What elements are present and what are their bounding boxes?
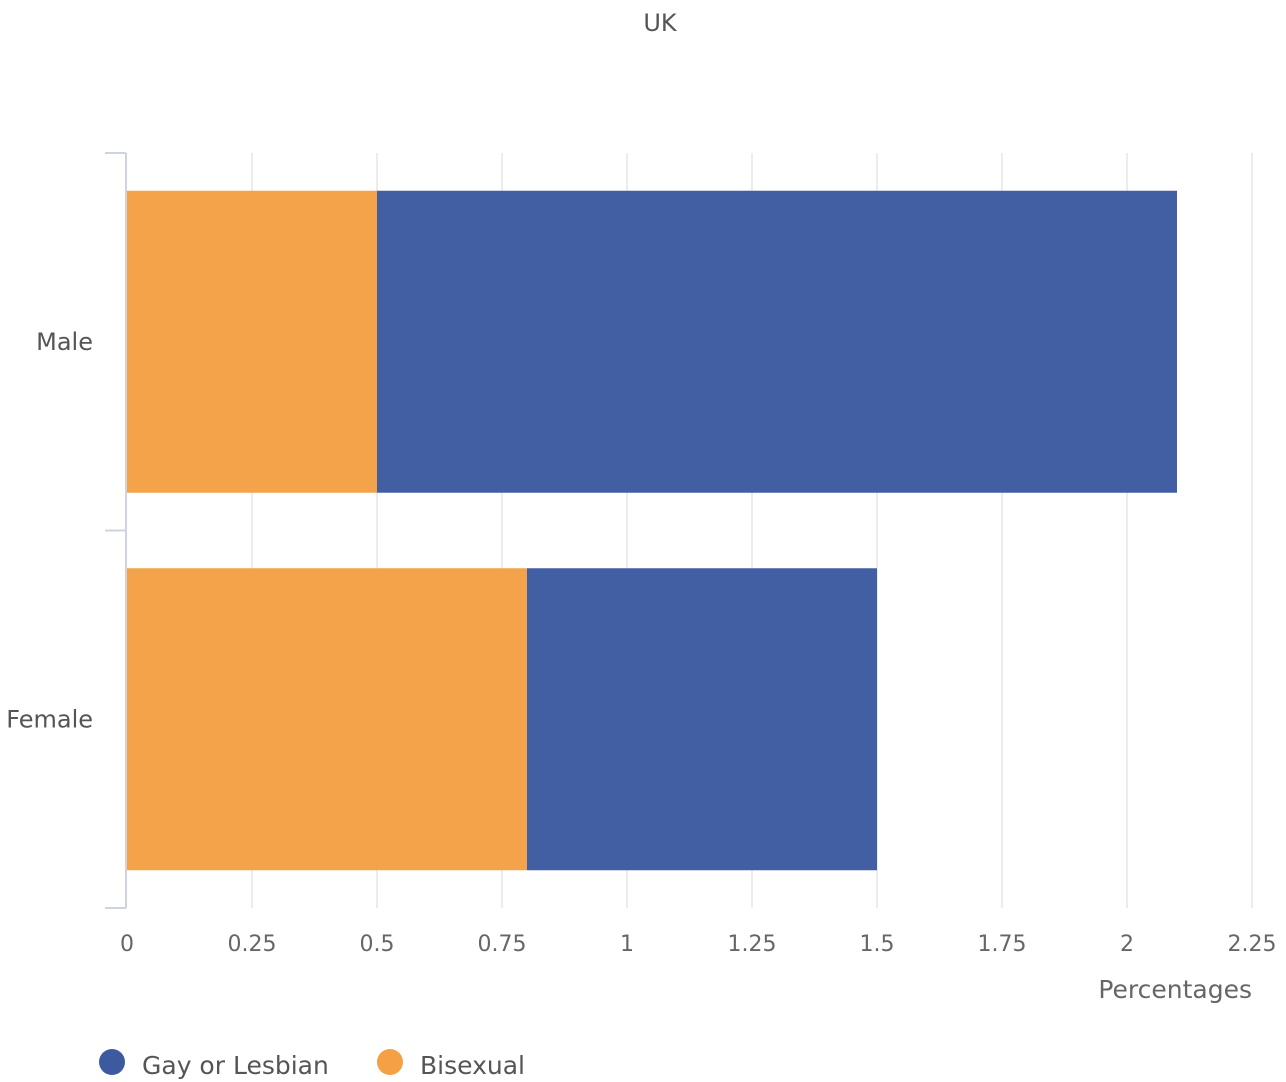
bars — [127, 190, 1177, 871]
category-labels: Male Female — [6, 328, 93, 734]
bar-gay-or-lesbian-female — [527, 568, 877, 871]
x-tick-label: 0.5 — [360, 932, 395, 957]
y-axis — [105, 152, 127, 909]
legend-swatch — [377, 1049, 403, 1075]
x-axis-title: Percentages — [1098, 975, 1252, 1004]
bar-bisexual-female — [127, 568, 527, 871]
category-label: Female — [6, 705, 93, 733]
legend-label: Bisexual — [420, 1051, 525, 1080]
legend-item[interactable]: Bisexual — [377, 1049, 525, 1080]
bar-bisexual-male — [127, 190, 377, 493]
x-tick-label: 0 — [120, 932, 134, 957]
bar-gay-or-lesbian-male — [377, 190, 1177, 493]
x-tick-label: 1.5 — [860, 932, 895, 957]
legend-label: Gay or Lesbian — [142, 1051, 329, 1080]
x-tick-label: 2 — [1120, 932, 1134, 957]
x-tick-labels: 0 0.25 0.5 0.75 1 1.25 1.5 1.75 2 2.25 — [120, 932, 1276, 957]
legend-item[interactable]: Gay or Lesbian — [99, 1049, 329, 1080]
x-tick-label: 1.25 — [728, 932, 777, 957]
legend: Gay or Lesbian Bisexual — [99, 1049, 525, 1080]
x-tick-label: 0.25 — [228, 932, 277, 957]
x-tick-label: 0.75 — [478, 932, 527, 957]
chart-title: UK — [643, 9, 678, 37]
x-tick-label: 1.75 — [978, 932, 1027, 957]
category-label: Male — [36, 328, 93, 356]
legend-swatch — [99, 1049, 125, 1075]
x-tick-label: 1 — [620, 932, 634, 957]
x-tick-label: 2.25 — [1228, 932, 1277, 957]
